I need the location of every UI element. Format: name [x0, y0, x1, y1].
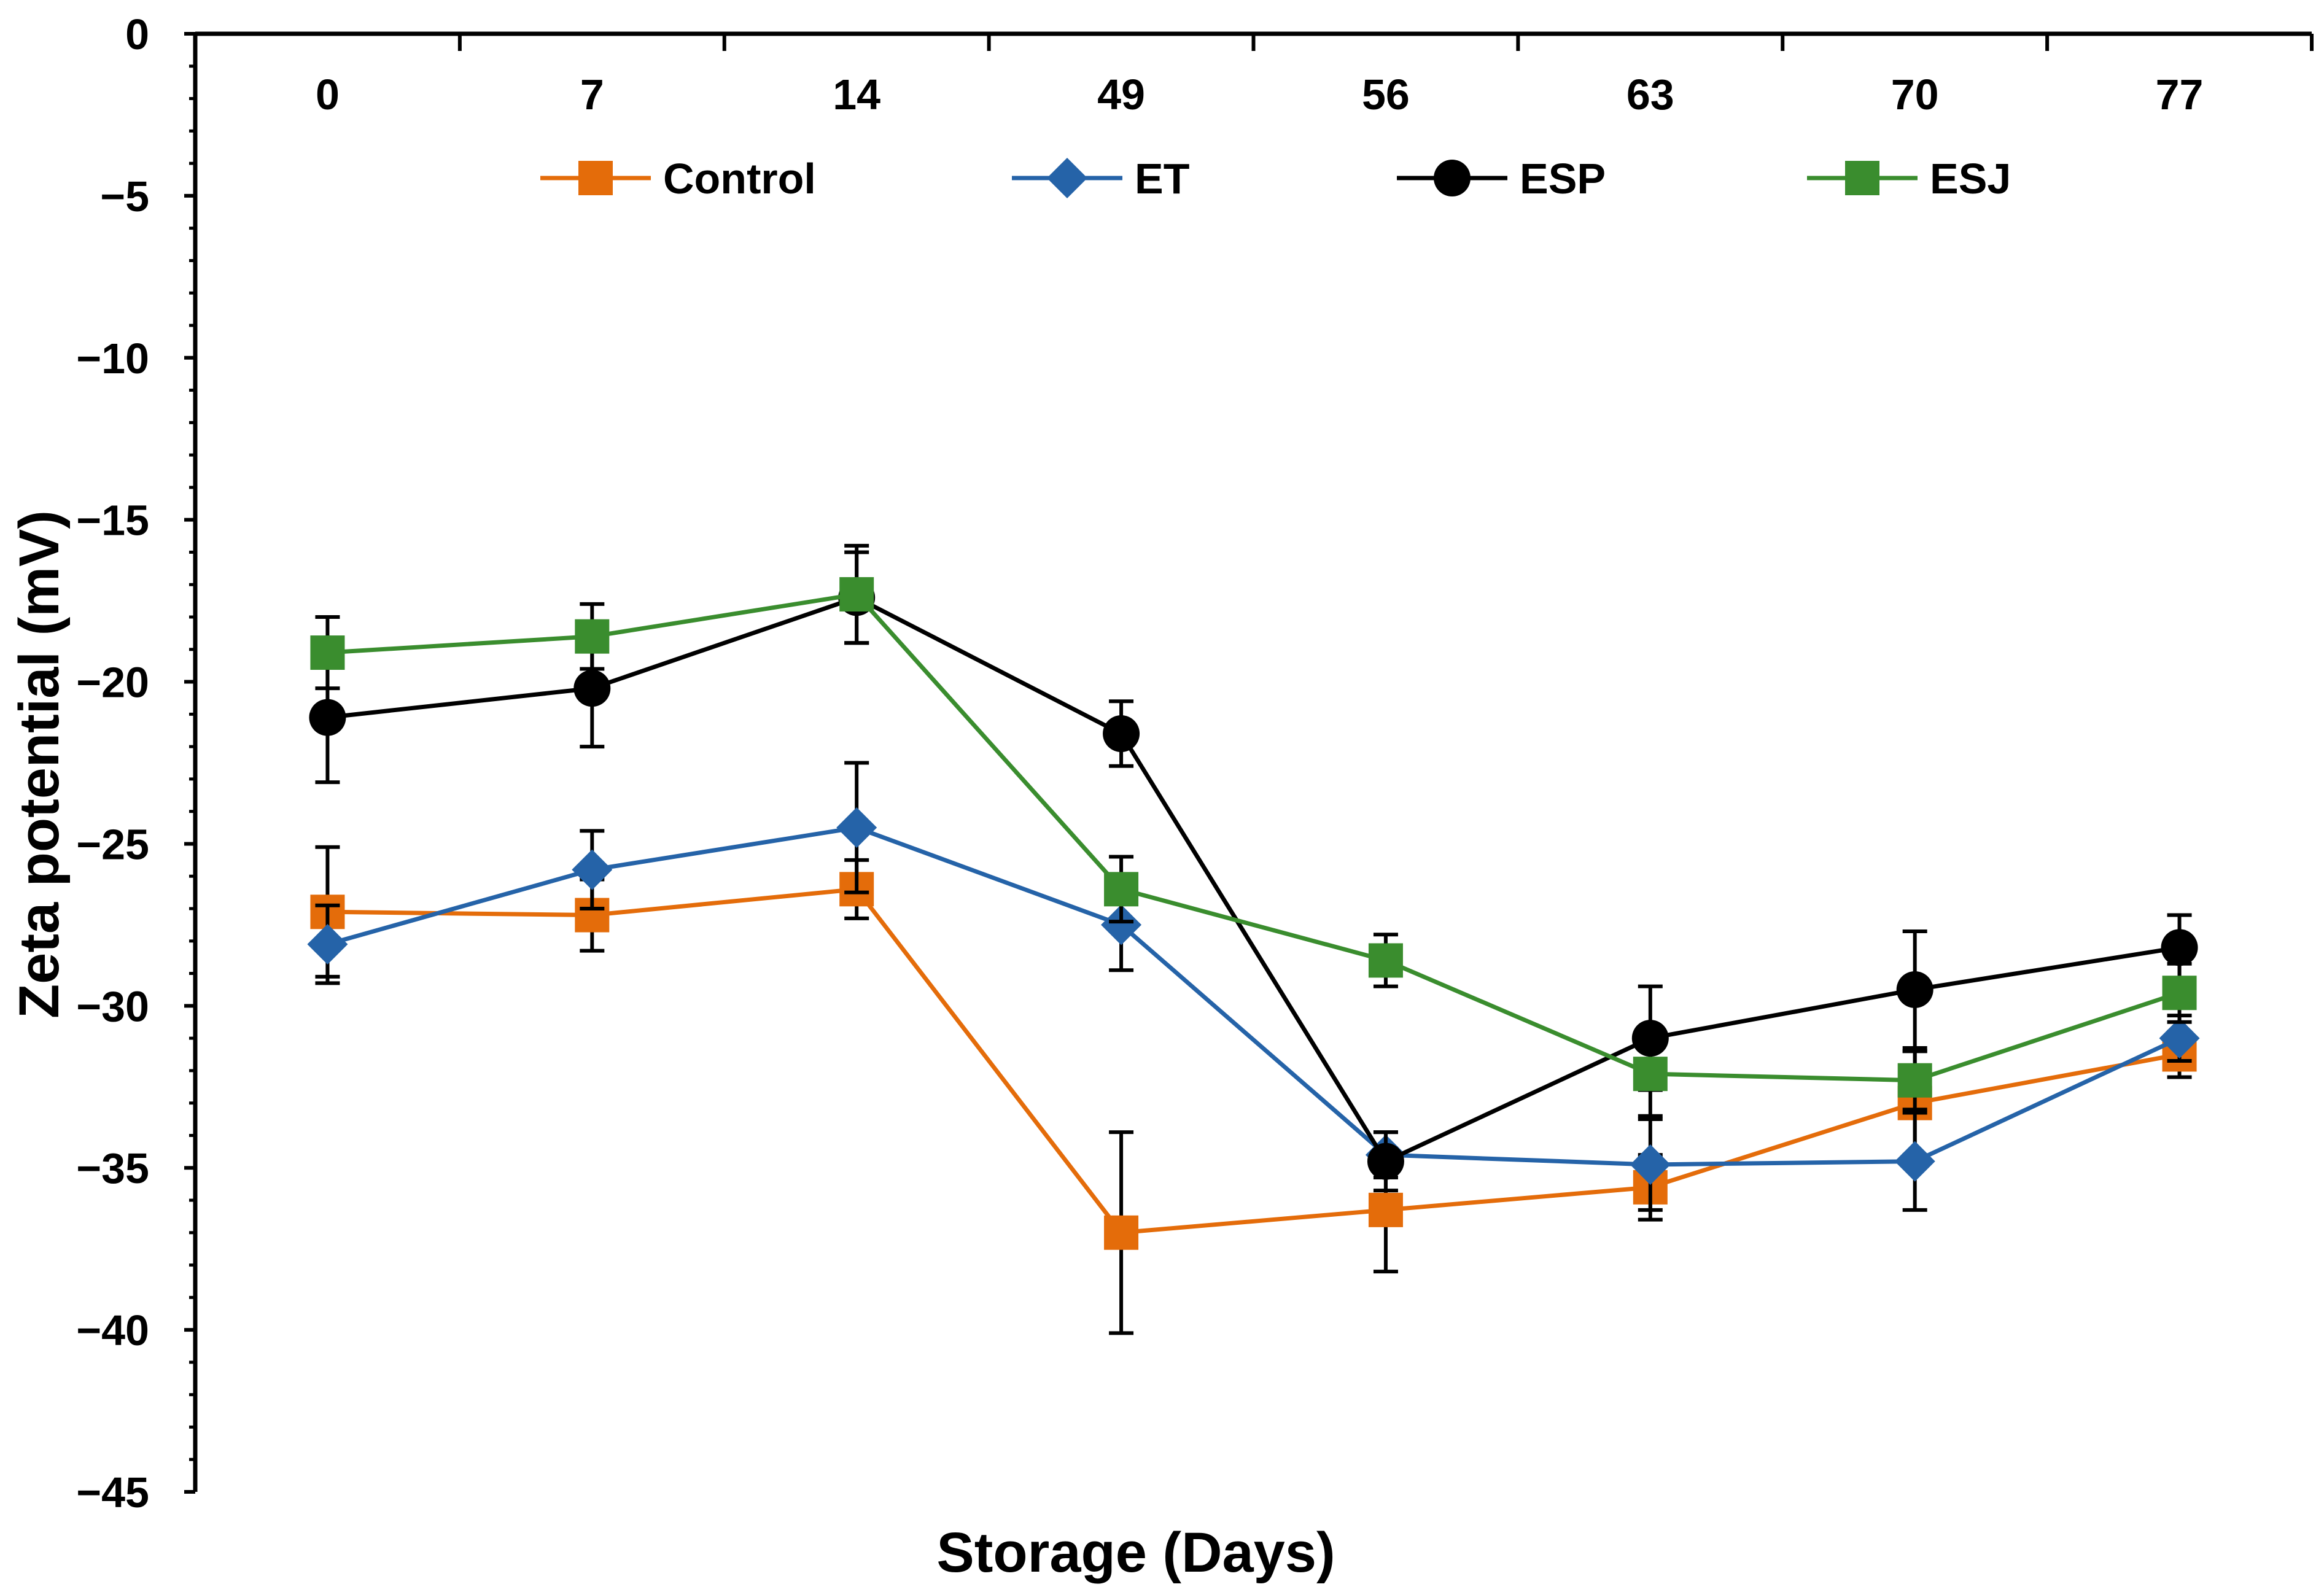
- y-tick-label: −35: [76, 1144, 149, 1192]
- axes-group: 0 −5 −10 −15 −20 −25 −30 −35 −40 −45 0 7 14 49 56 63 70 7…: [76, 10, 2314, 1516]
- data-point-esj: [839, 577, 874, 612]
- data-point-esp: [1367, 1143, 1404, 1180]
- data-point-control: [1368, 1192, 1403, 1227]
- data-point-esj: [2162, 976, 2197, 1011]
- data-point-et: [1630, 1144, 1671, 1185]
- y-tick-label: −30: [76, 982, 149, 1030]
- y-tick-label: −20: [76, 659, 149, 707]
- x-tick-label: 63: [1626, 71, 1674, 118]
- x-tick-label: 49: [1097, 71, 1145, 118]
- data-point-esp: [1896, 971, 1933, 1008]
- y-tick-label: −5: [100, 173, 149, 220]
- data-point-control: [1104, 1215, 1139, 1250]
- data-point-esj: [1104, 872, 1139, 907]
- legend-marker-control: [578, 161, 613, 195]
- data-point-esj: [1633, 1057, 1668, 1092]
- series-line-et: [327, 825, 2181, 1167]
- data-point-et: [1894, 1141, 1935, 1182]
- series-line-esp: [327, 595, 2180, 1164]
- y-tick-label: −25: [76, 820, 149, 868]
- x-tick-label: 77: [2156, 71, 2204, 118]
- x-tick-label: 70: [1891, 71, 1939, 118]
- data-point-et: [572, 849, 613, 890]
- series-esj: [310, 543, 2197, 1118]
- data-point-esp: [573, 670, 611, 707]
- y-axis-title: Zeta potential (mV): [8, 510, 71, 1019]
- data-point-et: [1101, 904, 1142, 945]
- y-tick-label: 0: [125, 10, 149, 58]
- data-point-esj: [310, 635, 345, 670]
- legend-label-esp: ESP: [1520, 155, 1606, 203]
- data-point-esj: [575, 619, 610, 654]
- data-point-et: [836, 807, 877, 848]
- series-group: [307, 543, 2200, 1335]
- y-tick-label: −15: [76, 497, 149, 545]
- legend-marker-esp: [1434, 160, 1471, 196]
- legend-label-control: Control: [663, 155, 816, 203]
- legend-item-et: ET: [1012, 155, 1189, 203]
- x-tick-label: 7: [580, 71, 604, 118]
- data-point-esj: [1897, 1063, 1932, 1098]
- data-point-esp: [309, 699, 346, 736]
- data-point-esp: [2161, 929, 2198, 966]
- y-tick-label: −40: [76, 1306, 149, 1354]
- data-point-esj: [1368, 943, 1403, 978]
- legend-label-esj: ESJ: [1930, 155, 2011, 203]
- data-point-et: [307, 924, 348, 965]
- legend-item-control: Control: [540, 155, 816, 203]
- x-tick-label: 14: [833, 71, 880, 118]
- legend-label-et: ET: [1135, 155, 1189, 203]
- data-point-et: [2159, 1018, 2200, 1059]
- legend: Control ET ESP ESJ: [540, 155, 2011, 203]
- legend-marker-et: [1047, 158, 1087, 198]
- y-tick-label: −45: [76, 1469, 149, 1516]
- legend-item-esp: ESP: [1397, 155, 1606, 203]
- series-line-control: [327, 887, 2180, 1235]
- legend-item-esj: ESJ: [1807, 155, 2011, 203]
- x-tick-label: 0: [316, 71, 340, 118]
- legend-marker-esj: [1845, 161, 1879, 195]
- x-tick-label: 56: [1362, 71, 1410, 118]
- y-tick-label: −10: [76, 335, 149, 382]
- data-point-esp: [1103, 715, 1140, 752]
- x-axis-title: Storage (Days): [936, 1521, 1335, 1584]
- series-line-esj: [327, 592, 2180, 1083]
